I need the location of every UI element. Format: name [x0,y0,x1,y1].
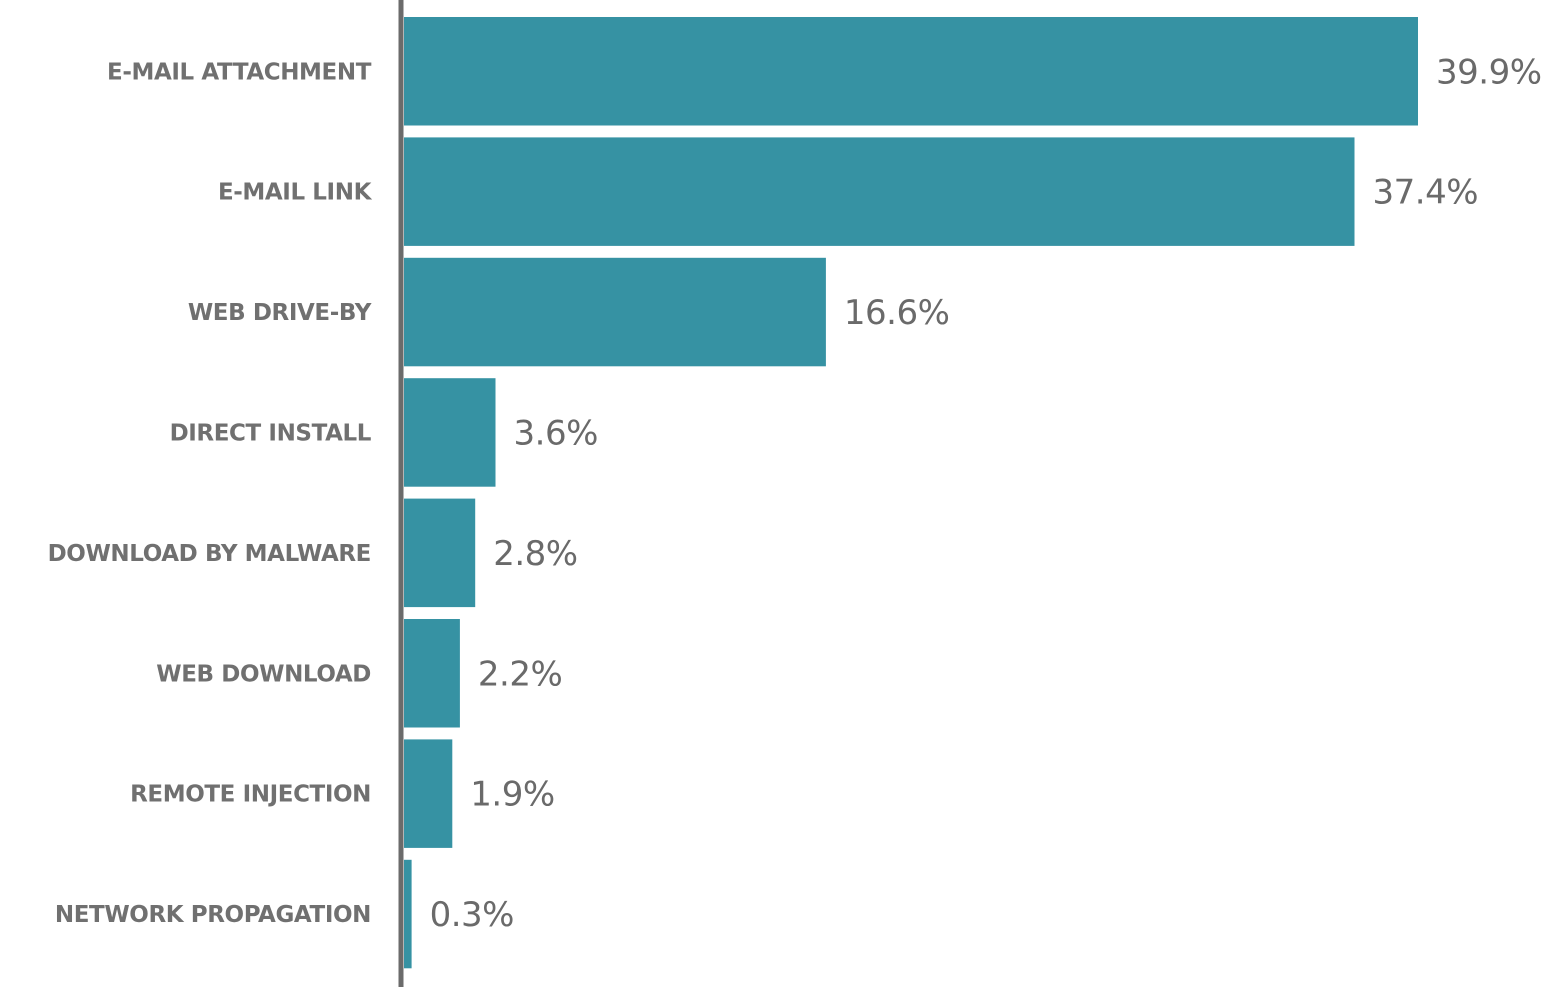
bar-5 [404,619,460,728]
category-label: DIRECT INSTALL [170,421,372,447]
bar-0 [404,17,1418,126]
value-label: 2.2% [478,654,562,694]
bar-1 [404,137,1355,246]
bar-3 [404,378,496,487]
category-label: WEB DRIVE-BY [188,300,372,326]
value-label: 3.6% [514,414,598,454]
bars-layer [404,17,1418,969]
bar-2 [404,257,826,367]
value-label: 39.9% [1436,52,1542,92]
bar-6 [404,739,453,848]
value-label: 37.4% [1373,173,1479,213]
bar-4 [404,498,476,608]
value-label: 0.3% [430,895,514,935]
category-label: DOWNLOAD BY MALWARE [48,541,371,567]
category-label: NETWORK PROPAGATION [55,902,371,928]
value-label: 1.9% [470,775,554,815]
category-label: WEB DOWNLOAD [156,661,371,687]
value-label: 2.8% [493,534,577,574]
value-label: 16.6% [844,293,950,333]
category-label: REMOTE INJECTION [130,782,371,808]
labels-layer: E-MAIL ATTACHMENT 39.9% E-MAIL LINK 37.4% WE… [48,52,1542,935]
category-label: E-MAIL LINK [218,180,373,206]
category-label: E-MAIL ATTACHMENT [107,59,372,85]
bar-7 [404,859,412,969]
